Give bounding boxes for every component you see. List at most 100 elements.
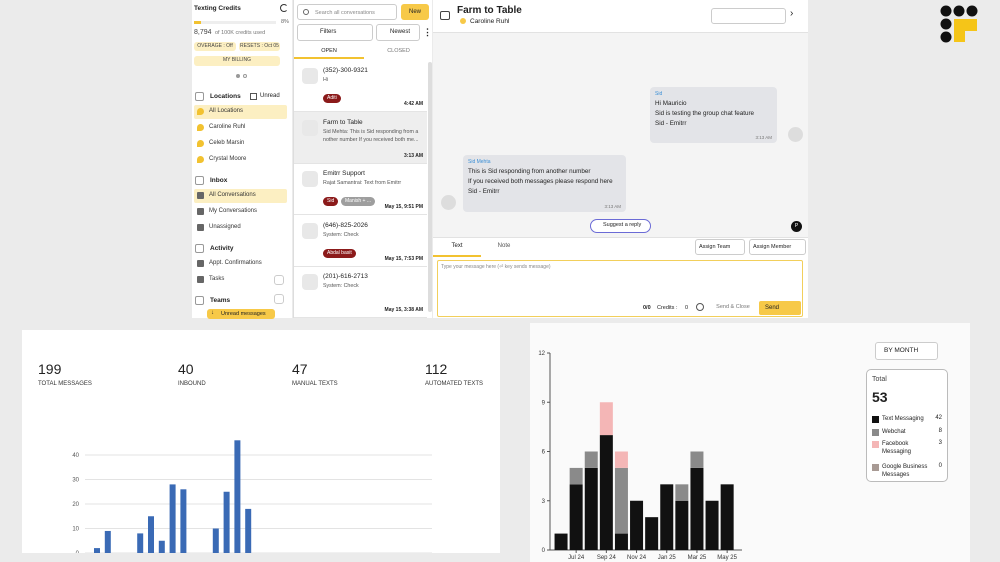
y-tick-label: 10 [72, 527, 79, 533]
sort-dropdown[interactable]: Newest [376, 24, 420, 41]
analytics-panel: 0 10 20 30 40 199 TOTAL MESSAGES 40 INBOUND 47 MA… [22, 330, 500, 553]
preview: System: Check [323, 231, 359, 238]
next-button[interactable]: › [790, 8, 794, 19]
send-button[interactable]: Send [759, 301, 801, 315]
suggest-reply-button[interactable]: Suggest a reply [590, 219, 651, 233]
tab-closed[interactable]: CLOSED [387, 48, 410, 54]
message-bubble: Sid Hi Mauricio Sid is testing the group c… [650, 87, 777, 143]
legend-name: Google Business Messages [882, 464, 928, 478]
nav-item[interactable]: Celeb Marsin [194, 137, 287, 151]
nav-item[interactable]: My Conversations [194, 205, 287, 219]
section-toggle[interactable] [195, 244, 204, 253]
contact-icon [302, 68, 318, 84]
new-button[interactable]: New [401, 4, 429, 20]
action-icons[interactable] [711, 8, 786, 24]
nav-item[interactable]: All Locations [194, 105, 287, 119]
search-placeholder: Search all conversations [315, 10, 375, 16]
channels-panel: 0 3 6 9 12 Jul 24 Sep 24 Nov 24 Jan 25 Mar 25 May … [530, 323, 970, 562]
y-tick-label: 0 [76, 551, 80, 553]
message-input[interactable]: Type your message here (⏎ key sends mess… [437, 260, 803, 317]
timestamp: May 15, 7:53 PM [384, 255, 423, 262]
y-tick-label: 6 [542, 450, 546, 456]
contact-icon [302, 171, 318, 188]
more-menu[interactable]: ⋮ [423, 27, 432, 37]
legend-count: 8 [938, 428, 942, 434]
message-line: If you received both messages please res… [468, 178, 613, 185]
conversation[interactable]: (201)-616-2713 System: Check May 15, 3:38 … [294, 266, 427, 319]
conversation[interactable]: (646)-825-2026 System: Check Abdal basit Ma… [294, 215, 427, 267]
bar [94, 548, 100, 553]
bar-segment [554, 533, 568, 550]
bar-segment [675, 500, 689, 550]
legend-swatch [872, 464, 879, 471]
message-line: Sid - Emitrr [655, 120, 687, 127]
nav-item[interactable]: All Conversations [194, 189, 287, 203]
x-tick-label: Jul 24 [568, 555, 585, 561]
credits-text: of 100K credits used [215, 30, 266, 36]
refresh-icon[interactable] [280, 4, 288, 12]
nav-item[interactable]: Crystal Moore [194, 153, 287, 167]
unread-button[interactable]: ↓ Unread messages [207, 309, 275, 319]
overage-pill: OVERAGE : Off [194, 42, 236, 51]
assign-member-dropdown[interactable]: Assign Member [749, 239, 806, 255]
bar-segment [690, 467, 704, 550]
credits-title: Texting Credits [194, 5, 241, 12]
tab-underline [433, 255, 481, 257]
contact-name: (352)-300-9321 [323, 67, 368, 74]
nav-item[interactable]: Caroline Ruhl [194, 121, 287, 135]
nav-label: Celeb Marsin [209, 140, 245, 146]
billing-button[interactable]: MY BILLING [194, 56, 280, 66]
message-time: 3:13 AM [755, 135, 772, 140]
conversation[interactable]: Farm to Table Sid Mehta: This is Sid resp… [294, 111, 427, 164]
section-toggle[interactable] [195, 92, 204, 101]
section-toggle[interactable] [195, 176, 204, 185]
period-toggle[interactable]: BY MONTH [875, 342, 938, 360]
bar [212, 528, 219, 553]
contact-name: (646)-825-2026 [323, 221, 368, 229]
checkbox[interactable] [250, 93, 257, 100]
x-tick-label: Nov 24 [627, 555, 647, 561]
bar-segment [584, 451, 598, 468]
carousel-dot [236, 74, 240, 78]
total-value: 53 [872, 389, 888, 405]
team-settings-button[interactable] [274, 294, 284, 304]
location-dot [460, 18, 466, 24]
tab-text[interactable]: Text [451, 243, 463, 249]
nav-icon [197, 276, 204, 283]
nav-item[interactable]: Appt. Confirmations [194, 257, 287, 271]
scrollbar [428, 62, 432, 312]
conversation[interactable]: (352)-300-9321 Hi Aditi 4:42 AM [294, 60, 427, 112]
stat-label: AUTOMATED TEXTS [425, 381, 484, 387]
contact-name: Emitrr Support [323, 170, 365, 178]
nav-item[interactable]: Unassigned [194, 221, 287, 235]
tab-note[interactable]: Note [497, 243, 511, 249]
bar [245, 508, 252, 553]
message-line: Sid is testing the group chat feature [655, 110, 755, 117]
nav-item[interactable]: Tasks [194, 273, 287, 287]
group-icon [440, 11, 450, 20]
assign-team-dropdown[interactable]: Assign Team [695, 239, 745, 255]
nav-label: My Conversations [209, 208, 258, 214]
bar-segment [645, 517, 659, 550]
search-box[interactable]: Search all conversations [297, 4, 397, 20]
unread-label: Unread messages [221, 311, 266, 317]
logo [940, 5, 978, 43]
timestamp: May 15, 3:38 AM [384, 307, 423, 314]
credits-track [194, 21, 276, 24]
help-icon[interactable] [696, 303, 704, 311]
contact-icon [302, 222, 318, 239]
add-task-button[interactable] [274, 275, 284, 285]
chat-subtitle: Caroline Ruhl [470, 18, 510, 25]
tab-open[interactable]: OPEN [321, 48, 337, 54]
contact-icon [302, 274, 318, 291]
filters-dropdown[interactable]: Filters [297, 24, 373, 41]
conversation[interactable]: Emitrr Support Rajat Samantrai: Text from… [294, 163, 427, 216]
legend-name: Webchat [882, 429, 906, 435]
total-label: Total [872, 376, 887, 383]
send-close-button[interactable]: Send & Close [716, 304, 750, 310]
credits-used: 8,794 [194, 29, 212, 36]
timestamp: 4:42 AM [404, 101, 423, 107]
y-tick-label: 0 [542, 548, 546, 554]
section-toggle[interactable] [195, 296, 204, 305]
